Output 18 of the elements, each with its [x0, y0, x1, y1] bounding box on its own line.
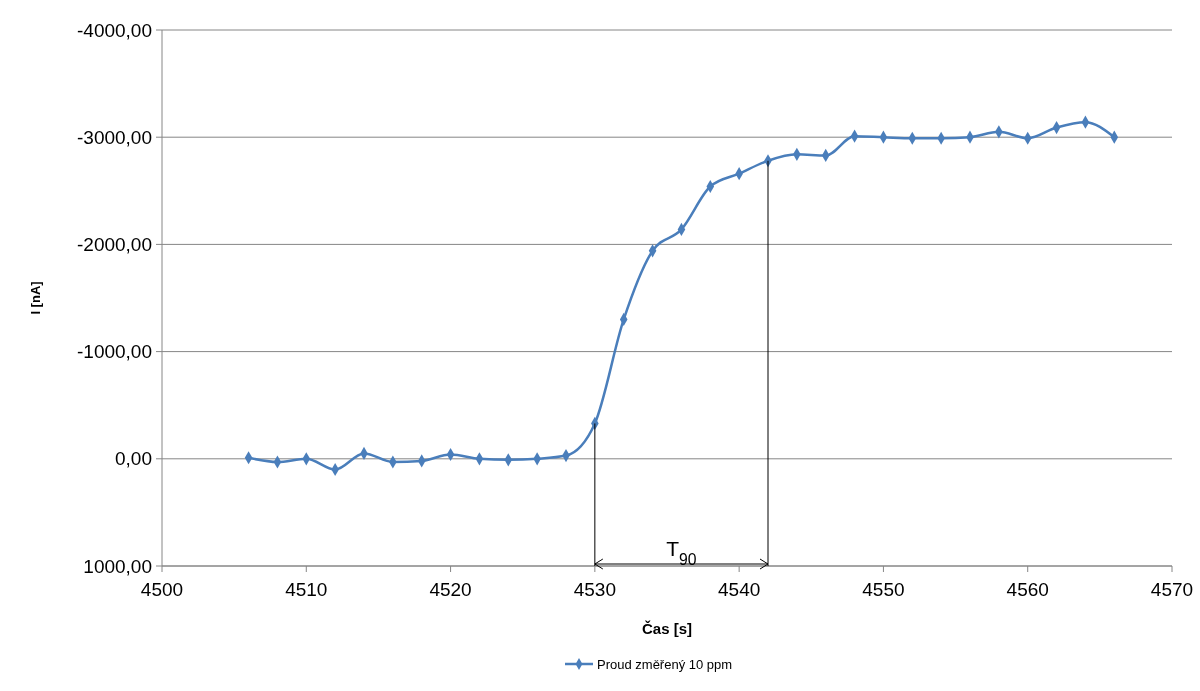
x-tick-label: 4570 — [1150, 579, 1194, 600]
y-tick-label: -4000,00 — [76, 19, 152, 41]
x-axis-title: Čas [s] — [641, 620, 693, 637]
legend-label: Proud změřený 10 ppm — [597, 656, 733, 672]
x-tick-label: 4530 — [573, 579, 616, 600]
y-tick-label: -1000,00 — [76, 341, 152, 363]
y-tick-label: -3000,00 — [76, 126, 152, 148]
y-axis-title: I [nA] — [28, 281, 43, 315]
y-tick-label: -2000,00 — [76, 234, 152, 256]
x-tick-label: 4540 — [718, 579, 761, 600]
y-tick-label: 0,00 — [115, 448, 152, 470]
y-tick-label: 1000,00 — [83, 555, 152, 577]
x-tick-label: 4550 — [862, 579, 905, 600]
x-tick-label: 4560 — [1006, 579, 1049, 600]
x-tick-label: 4520 — [429, 579, 472, 600]
x-tick-label: 4500 — [140, 579, 184, 600]
annotation: T$_{90}$ — [666, 537, 697, 568]
x-tick-label: 4510 — [285, 579, 328, 600]
